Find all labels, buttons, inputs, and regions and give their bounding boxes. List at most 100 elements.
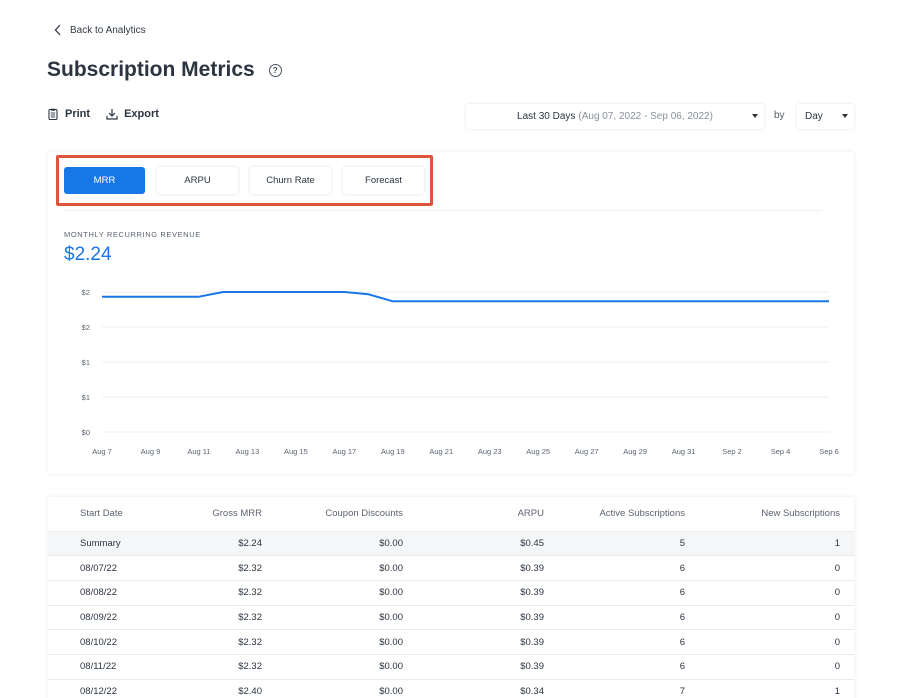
y-tick-label: $2 xyxy=(82,323,90,332)
metrics-table: Start Date Gross MRR Coupon Discounts ARPU A… xyxy=(48,497,854,698)
metric-tabs: MRR ARPU Churn Rate Forecast xyxy=(64,167,424,194)
tab-mrr[interactable]: MRR xyxy=(64,167,145,194)
table-cell: 08/07/22 xyxy=(48,555,168,581)
back-to-analytics-link[interactable]: Back to Analytics xyxy=(54,24,146,36)
table-cell: 6 xyxy=(558,604,699,630)
granularity-value: Day xyxy=(805,111,823,122)
mrr-line-chart: $0 $1 $1 $2 $2 Aug 7 Aug 9 Aug 11 Aug 13 Aug 15 Au… xyxy=(82,288,839,456)
table-row: 08/07/22 $2.32 $0.00 $0.39 6 0 xyxy=(48,555,854,581)
metrics-table-card: Start Date Gross MRR Coupon Discounts ARPU A… xyxy=(48,497,854,698)
x-tick-label: Aug 25 xyxy=(526,447,550,456)
table-cell: $0.45 xyxy=(417,530,558,556)
y-tick-label: $2 xyxy=(82,288,90,297)
y-tick-label: $1 xyxy=(82,358,90,367)
table-row: 08/10/22 $2.32 $0.00 $0.39 6 0 xyxy=(48,629,854,655)
metric-label: MONTHLY RECURRING REVENUE xyxy=(64,230,201,239)
table-cell: $2.32 xyxy=(168,653,276,680)
tabs-highlight-box xyxy=(56,155,433,206)
x-tick-label: Aug 11 xyxy=(187,447,210,456)
column-header: Coupon Discounts xyxy=(325,508,403,520)
column-header: Gross MRR xyxy=(212,508,262,520)
page-title: Subscription Metrics xyxy=(47,58,255,81)
x-tick-label: Sep 2 xyxy=(722,447,742,456)
x-tick-label: Aug 9 xyxy=(141,447,161,456)
chevron-left-icon xyxy=(54,24,61,36)
by-label: by xyxy=(774,110,785,121)
table-cell: $0.00 xyxy=(276,530,417,556)
tab-forecast[interactable]: Forecast xyxy=(343,167,424,194)
table-cell: $0.00 xyxy=(276,653,417,680)
clipboard-icon xyxy=(48,108,58,120)
table-cell: Summary xyxy=(48,530,168,556)
card-divider xyxy=(64,210,822,211)
back-link-label: Back to Analytics xyxy=(70,24,146,36)
date-range-select[interactable]: Last 30 Days (Aug 07, 2022 - Sep 06, 202… xyxy=(466,104,764,129)
table-cell: $0.39 xyxy=(417,604,558,630)
x-tick-label: Aug 23 xyxy=(478,447,502,456)
table-cell: 7 xyxy=(558,678,699,698)
table-cell: $2.24 xyxy=(168,530,276,556)
table-cell: $2.32 xyxy=(168,629,276,655)
x-tick-label: Aug 27 xyxy=(575,447,599,456)
table-cell: 1 xyxy=(699,678,854,698)
caret-down-icon xyxy=(842,114,848,118)
x-tick-label: Aug 29 xyxy=(623,447,647,456)
table-cell: $0.39 xyxy=(417,579,558,606)
tab-churn-rate[interactable]: Churn Rate xyxy=(250,167,331,194)
print-button[interactable]: Print xyxy=(47,108,90,120)
x-tick-label: Aug 31 xyxy=(672,447,696,456)
table-row: 08/12/22 $2.40 $0.00 $0.34 7 1 xyxy=(48,678,854,698)
table-cell: $0.00 xyxy=(276,629,417,655)
x-tick-label: Sep 4 xyxy=(771,447,791,456)
table-header-row: Start Date Gross MRR Coupon Discounts ARPU A… xyxy=(48,497,854,531)
table-cell: 5 xyxy=(558,530,699,556)
table-cell: 6 xyxy=(558,629,699,655)
table-cell: $0.39 xyxy=(417,629,558,655)
table-cell: $0.00 xyxy=(276,579,417,606)
table-cell: $0.00 xyxy=(276,678,417,698)
table-cell: $0.39 xyxy=(417,555,558,581)
date-range-dates: (Aug 07, 2022 - Sep 06, 2022) xyxy=(578,111,713,122)
x-tick-label: Aug 7 xyxy=(92,447,112,456)
tab-arpu[interactable]: ARPU xyxy=(157,167,238,194)
table-cell: $2.32 xyxy=(168,555,276,581)
print-label: Print xyxy=(65,108,91,120)
summary-row: Summary $2.24 $0.00 $0.45 5 1 xyxy=(48,530,854,556)
page-title-row: Subscription Metrics ? xyxy=(47,58,282,82)
table-cell: 08/10/22 xyxy=(48,629,168,655)
date-range-label: Last 30 Days xyxy=(517,111,576,122)
table-cell: 08/11/22 xyxy=(48,653,168,680)
x-tick-label: Aug 15 xyxy=(284,447,308,456)
table-row: 08/11/22 $2.32 $0.00 $0.39 6 0 xyxy=(48,653,854,680)
table-cell: 0 xyxy=(699,629,854,655)
table-row: 08/08/22 $2.32 $0.00 $0.39 6 0 xyxy=(48,579,854,606)
table-cell: $0.00 xyxy=(276,604,417,630)
column-header: Active Subscriptions xyxy=(599,508,685,520)
x-tick-label: Aug 13 xyxy=(236,447,260,456)
x-tick-label: Aug 19 xyxy=(381,447,405,456)
table-cell: 1 xyxy=(699,530,854,556)
table-cell: 08/12/22 xyxy=(48,678,168,698)
download-icon xyxy=(106,109,118,120)
x-tick-label: Sep 6 xyxy=(819,447,839,456)
table-cell: 6 xyxy=(558,653,699,680)
x-tick-label: Aug 21 xyxy=(429,447,453,456)
mrr-series-line xyxy=(102,291,829,303)
export-label: Export xyxy=(124,108,159,120)
table-cell: 6 xyxy=(558,579,699,606)
y-tick-label: $1 xyxy=(82,393,90,402)
column-header: ARPU xyxy=(517,508,544,520)
x-tick-label: Aug 17 xyxy=(332,447,356,456)
table-row: 08/09/22 $2.32 $0.00 $0.39 6 0 xyxy=(48,604,854,630)
granularity-select[interactable]: Day xyxy=(797,104,854,129)
table-cell: 08/08/22 xyxy=(48,579,168,606)
metric-value: $2.24 xyxy=(64,244,112,265)
table-cell: 0 xyxy=(699,604,854,630)
table-cell: $0.39 xyxy=(417,653,558,680)
export-button[interactable]: Export xyxy=(106,108,159,120)
help-icon[interactable]: ? xyxy=(268,63,282,77)
table-cell: 0 xyxy=(699,555,854,581)
column-header: Start Date xyxy=(80,508,123,520)
table-cell: $0.34 xyxy=(417,678,558,698)
table-cell: 0 xyxy=(699,653,854,680)
